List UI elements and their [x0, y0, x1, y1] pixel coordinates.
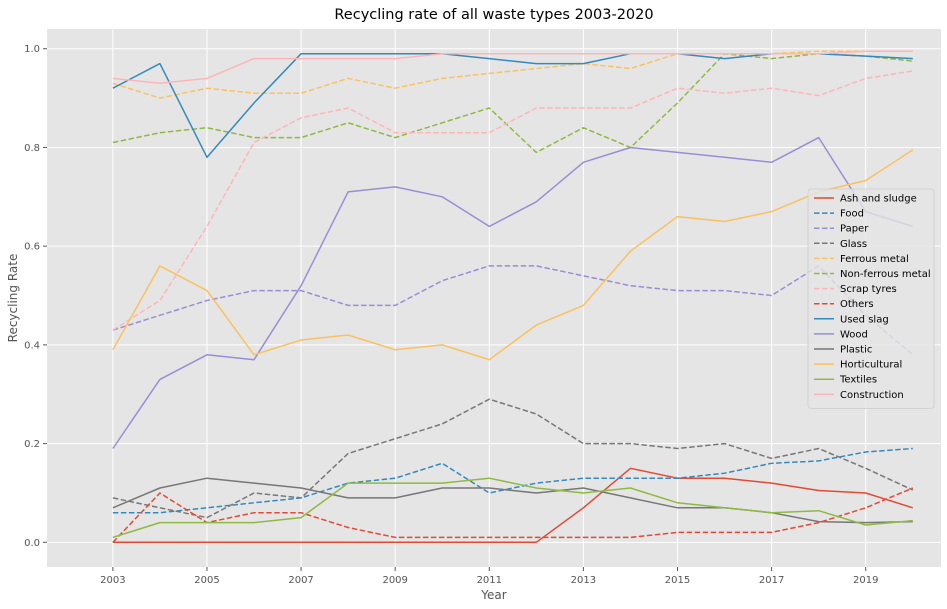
y-tick-label: 0.4: [24, 340, 40, 351]
grid-lines: [47, 29, 941, 567]
y-tick-label: 0.6: [24, 242, 40, 253]
legend-label: Scrap tyres: [840, 284, 897, 295]
x-tick-label: 2009: [382, 575, 407, 586]
legend-label: Horticultural: [840, 360, 902, 371]
chart-title: Recycling rate of all waste types 2003-2…: [334, 7, 653, 23]
legend-label: Plastic: [840, 345, 872, 356]
series-line-non-ferrous-metal: [112, 52, 913, 154]
series-line-others: [112, 487, 914, 543]
plot-area: [47, 29, 941, 567]
legend-label: Non-ferrous metal: [840, 269, 931, 280]
legend-label: Glass: [840, 239, 867, 250]
x-axis-label: Year: [480, 588, 506, 602]
x-tick-label: 2013: [571, 575, 596, 586]
x-tick-label: 2007: [288, 575, 313, 586]
legend-label: Ferrous metal: [840, 254, 909, 265]
x-tick-label: 2011: [477, 575, 502, 586]
series-line-scrap-tyres: [112, 70, 913, 331]
x-tick-label: 2005: [194, 575, 219, 586]
legend-label: Food: [840, 209, 864, 220]
x-tick-label: 2003: [100, 575, 125, 586]
series-line-wood: [112, 136, 914, 449]
x-axis: 2003 2005 2007 2009 2011 2013 2015 2017 2019: [100, 567, 878, 586]
series-line-ash-and-sludge: [112, 467, 914, 544]
legend: Ash and sludge Food Paper Glass Ferrous meta…: [807, 188, 935, 409]
y-axis-label: Recycling Rate: [6, 254, 20, 343]
legend-box: [807, 188, 935, 409]
series-line-horticultural: [112, 149, 914, 361]
x-tick-label: 2017: [759, 575, 784, 586]
legend-label: Used slag: [840, 314, 889, 325]
series-lines: [112, 50, 914, 544]
y-tick-label: 0.0: [24, 538, 40, 549]
series-line-textiles: [112, 477, 913, 539]
legend-label: Textiles: [839, 375, 877, 386]
x-tick-label: 2019: [853, 575, 878, 586]
series-line-plastic: [112, 477, 913, 524]
legend-label: Wood: [840, 329, 868, 340]
legend-label: Construction: [840, 390, 904, 401]
y-axis: 0.0 0.2 0.4 0.6 0.8 1.0: [24, 44, 47, 549]
legend-label: Others: [840, 299, 874, 310]
series-line-ferrous-metal: [112, 50, 913, 99]
series-line-paper: [112, 265, 914, 356]
series-line-construction: [112, 50, 913, 85]
series-line-food: [112, 447, 913, 514]
y-tick-label: 1.0: [24, 44, 40, 55]
legend-label: Ash and sludge: [840, 194, 917, 205]
x-tick-label: 2015: [665, 575, 690, 586]
legend-label: Paper: [840, 224, 869, 235]
series-line-glass: [112, 398, 914, 519]
y-tick-label: 0.2: [24, 439, 40, 450]
y-tick-label: 0.8: [24, 143, 40, 154]
